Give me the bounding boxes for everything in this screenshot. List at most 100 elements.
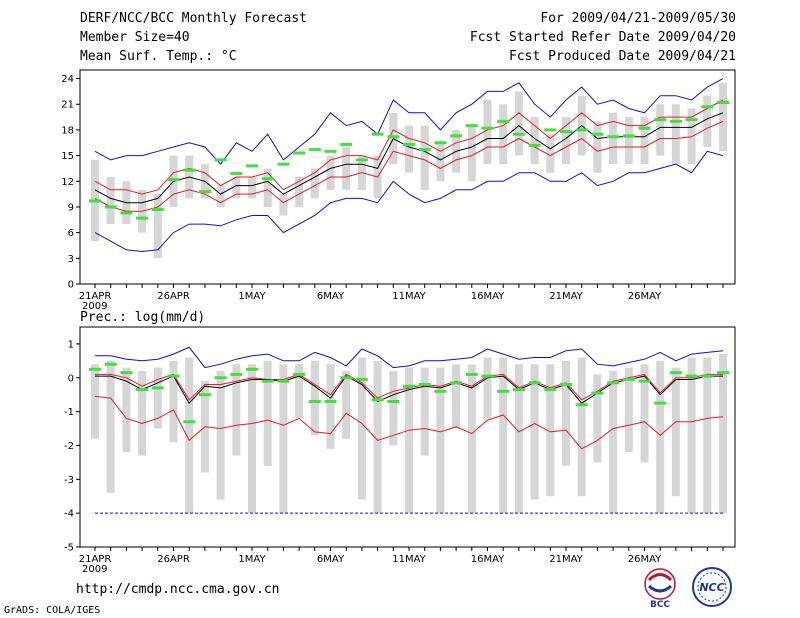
temp-x-tick-label: 11MAY [392,291,426,302]
temp-observed-marker [528,143,541,147]
temp-range-box [703,95,712,148]
temp-year-label: 2009 [82,301,107,310]
svg-text:NCC: NCC [699,581,724,594]
prec-range-box [232,364,241,456]
prec-x-tick-label: 26MAY [628,554,662,565]
bcc-logo: BCC [644,568,676,608]
prec-observed-marker [151,386,164,390]
prec-range-box [467,364,476,514]
temp-observed-marker [230,172,243,176]
temp-y-tick-label: 21 [61,100,74,111]
forecast-started-label: Fcst Started Refer Date 2009/04/20 [469,30,736,45]
temp-observed-marker [669,119,682,123]
prec-range-box [609,371,618,514]
temp-observed-marker [497,119,510,123]
member-size-label: Member Size=40 [80,30,190,45]
prec-y-tick-label: -5 [64,543,74,554]
temp-y-tick-label: 3 [68,254,74,265]
svg-text:BCC: BCC [650,600,670,608]
prec-range-box [624,367,633,453]
prec-range-box [342,371,351,439]
prec-observed-marker [355,377,368,381]
temp-x-tick-label: 26MAY [628,291,662,302]
prec-observed-marker [418,383,431,387]
temp-observed-marker [151,208,164,212]
prec-range-box [671,367,680,497]
temp-observed-marker [685,118,698,122]
prec-observed-marker [701,374,714,378]
temp-range-box [436,142,445,182]
temp-range-box [106,177,115,225]
temp-observed-marker [89,199,101,203]
prec-plot-frame [79,326,736,548]
temp-observed-marker [198,190,211,194]
temp-observed-marker [246,164,258,168]
temp-y-tick-label: 18 [61,125,74,136]
prec-observed-marker [277,379,290,383]
temp-observed-marker [544,128,557,132]
prec-observed-marker [214,376,227,380]
temp-observed-marker [622,134,635,138]
prec-observed-marker [497,389,510,393]
prec-range-box [703,357,712,514]
prec-year-label: 2009 [82,564,107,575]
temp-observed-marker [418,148,431,152]
prec-observed-marker [198,393,211,397]
temp-y-tick-label: 9 [68,202,74,213]
prec-range-box [562,360,570,466]
prec-y-tick-label: -3 [64,475,74,486]
prec-y-tick-label: -2 [64,441,74,452]
prec-range-box [169,360,178,443]
temp-x-tick-label: 26APR [157,291,190,302]
prec-range-box [357,357,366,500]
temp-observed-marker [293,151,306,155]
prec-range-box [263,360,272,466]
prec-observed-marker [246,367,258,371]
prec-observed-marker [308,399,321,403]
prec-y-tick-label: 0 [68,373,74,384]
prec-observed-marker [183,420,196,424]
source-url[interactable]: http://cmdp.ncc.cma.gov.cn [76,582,280,597]
temp-observed-marker [701,105,714,109]
prec-observed-marker [465,372,478,376]
temp-x-tick-label: 21APR [79,291,112,302]
prec-observed-marker [638,379,651,383]
prec-observed-marker [324,399,337,403]
prec-range-box [326,364,335,449]
temp-range-box [671,104,680,165]
temp-envelope-min-line [94,150,724,253]
temp-range-box [216,185,225,207]
temp-x-tick-label: 21MAY [549,291,583,302]
temp-observed-marker [277,162,290,166]
prec-observed-marker [167,374,180,378]
prec-range-box [719,354,727,514]
temperature-chart: 0 3 6 9 12 15 18 21 24 21APR 26APR 1MAY 6MAY 11MAY 16M… [61,69,736,310]
temp-range-box [232,177,241,199]
temp-observed-marker [717,101,729,105]
prec-observed-marker [89,367,101,371]
temp-x-tick-label: 6MAY [317,291,345,302]
prec-range-box [138,371,147,456]
temp-range-box [153,194,162,259]
temp-observed-marker [575,128,588,132]
prec-observed-marker [717,371,729,375]
temp-observed-marker [261,177,274,181]
prec-observed-marker [371,398,384,402]
prec-observed-marker [591,391,604,395]
temp-range-box [405,125,413,173]
prec-y-tick-label: 1 [68,339,74,350]
prec-range-box [687,357,696,514]
temp-range-box [593,121,602,173]
temp-observed-marker [324,149,337,153]
temp-band-upper-line [94,99,724,195]
prec-observed-marker [528,381,541,385]
prec-observed-marker [434,389,447,393]
prec-observed-marker [403,384,415,388]
temp-observed-marker [387,135,400,139]
temp-range-box [467,125,476,182]
forecast-period-label: For 2009/04/21-2009/05/30 [540,11,736,26]
temp-range-box [420,125,429,190]
temp-observed-marker [214,158,227,162]
prec-range-box [514,364,523,514]
temp-y-tick-label: 24 [61,74,74,85]
